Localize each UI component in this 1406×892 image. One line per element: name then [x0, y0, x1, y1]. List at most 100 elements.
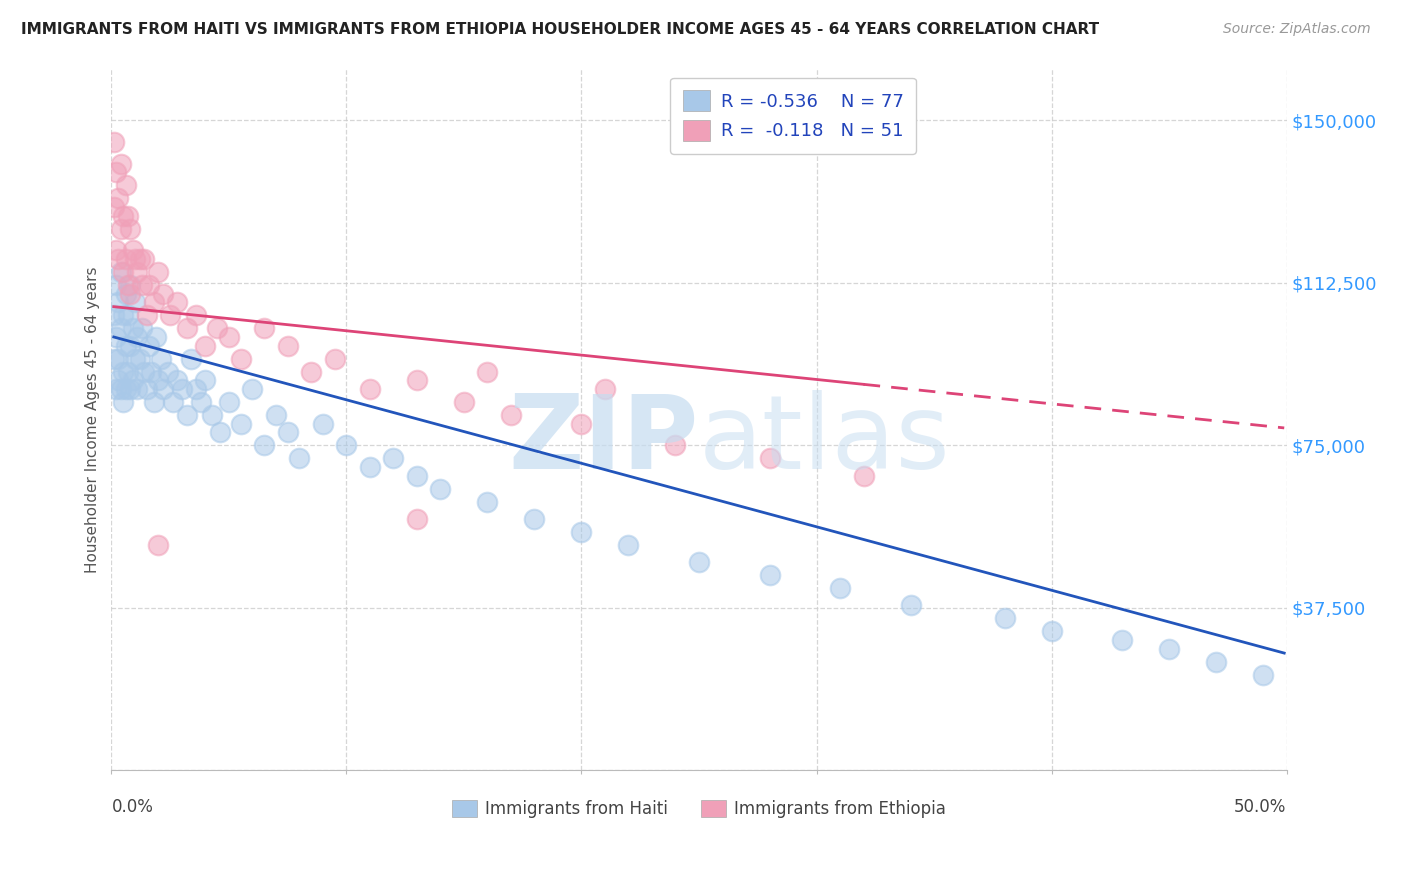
Point [107, 351, 129, 366]
Point [117, 209, 139, 223]
Point [131, 278, 153, 293]
Point [194, 373, 217, 387]
Point [107, 373, 129, 387]
Point [288, 451, 311, 466]
Point [112, 309, 135, 323]
Point [688, 555, 710, 569]
Point [120, 286, 142, 301]
Point [110, 221, 132, 235]
Point [1205, 655, 1227, 669]
Point [110, 265, 132, 279]
Point [406, 512, 429, 526]
Point [131, 321, 153, 335]
Point [205, 321, 228, 335]
Point [117, 365, 139, 379]
Point [323, 351, 346, 366]
Point [127, 330, 149, 344]
Point [141, 365, 163, 379]
Point [453, 395, 475, 409]
Point [112, 265, 135, 279]
Point [105, 165, 128, 179]
Point [277, 338, 299, 352]
Point [176, 408, 198, 422]
Point [194, 338, 217, 352]
Point [201, 408, 224, 422]
Point [103, 309, 125, 323]
Point [406, 373, 429, 387]
Point [124, 252, 146, 266]
Y-axis label: Householder Income Ages 45 - 64 years: Householder Income Ages 45 - 64 years [86, 266, 100, 573]
Point [828, 581, 851, 595]
Point [124, 351, 146, 366]
Point [148, 538, 170, 552]
Point [277, 425, 299, 440]
Point [110, 321, 132, 335]
Point [107, 191, 129, 205]
Point [758, 568, 780, 582]
Point [477, 494, 499, 508]
Legend: Immigrants from Haiti, Immigrants from Ethiopia: Immigrants from Haiti, Immigrants from E… [444, 793, 953, 825]
Point [571, 417, 593, 431]
Point [993, 611, 1015, 625]
Point [117, 309, 139, 323]
Point [253, 321, 276, 335]
Point [138, 338, 160, 352]
Point [218, 330, 240, 344]
Point [148, 373, 170, 387]
Point [264, 408, 287, 422]
Point [758, 451, 780, 466]
Point [114, 382, 136, 396]
Point [229, 417, 252, 431]
Point [121, 244, 143, 258]
Point [105, 382, 128, 396]
Point [184, 382, 207, 396]
Point [664, 438, 686, 452]
Point [124, 295, 146, 310]
Point [190, 395, 212, 409]
Point [1157, 641, 1180, 656]
Point [127, 382, 149, 396]
Point [159, 309, 181, 323]
Point [429, 482, 451, 496]
Point [145, 330, 167, 344]
Point [114, 338, 136, 352]
Point [110, 157, 132, 171]
Point [523, 512, 546, 526]
Point [148, 265, 170, 279]
Point [105, 330, 128, 344]
Point [114, 252, 136, 266]
Point [406, 468, 429, 483]
Point [176, 321, 198, 335]
Point [382, 451, 405, 466]
Text: IMMIGRANTS FROM HAITI VS IMMIGRANTS FROM ETHIOPIA HOUSEHOLDER INCOME AGES 45 - 6: IMMIGRANTS FROM HAITI VS IMMIGRANTS FROM… [21, 22, 1099, 37]
Point [103, 135, 125, 149]
Point [170, 382, 193, 396]
Point [166, 295, 188, 310]
Point [128, 351, 150, 366]
Point [120, 382, 142, 396]
Point [299, 365, 322, 379]
Point [103, 200, 125, 214]
Point [156, 365, 179, 379]
Point [571, 524, 593, 539]
Text: 0.0%: 0.0% [111, 798, 153, 816]
Point [1040, 624, 1063, 639]
Point [359, 382, 381, 396]
Point [121, 373, 143, 387]
Point [134, 252, 156, 266]
Point [105, 278, 128, 293]
Text: atlas: atlas [699, 390, 950, 491]
Point [107, 252, 129, 266]
Point [112, 395, 135, 409]
Point [253, 438, 276, 452]
Point [112, 365, 135, 379]
Point [135, 382, 157, 396]
Point [127, 265, 149, 279]
Point [121, 321, 143, 335]
Point [149, 351, 172, 366]
Point [107, 295, 129, 310]
Point [184, 309, 207, 323]
Point [1251, 667, 1274, 681]
Point [152, 382, 174, 396]
Point [180, 351, 202, 366]
